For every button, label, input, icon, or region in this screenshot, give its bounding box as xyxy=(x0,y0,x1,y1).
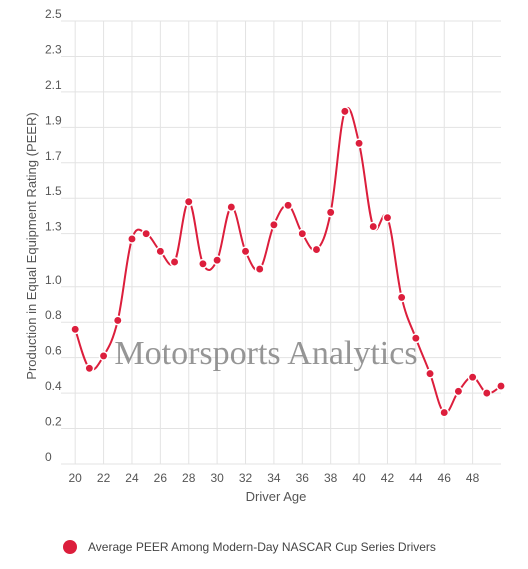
x-axis-label: Driver Age xyxy=(246,489,307,504)
data-point xyxy=(354,138,365,149)
x-tick-label: 28 xyxy=(182,471,196,485)
data-point xyxy=(481,388,492,399)
data-point xyxy=(84,363,95,374)
y-axis-label: Production in Equal Equipment Rating (PE… xyxy=(24,112,39,379)
x-tick-label: 24 xyxy=(125,471,139,485)
data-point xyxy=(311,244,322,255)
watermark: Motorsports Analytics xyxy=(114,335,417,372)
x-tick-label: 22 xyxy=(97,471,111,485)
y-tick-label: 0.4 xyxy=(45,379,62,393)
data-point xyxy=(396,292,407,303)
data-point xyxy=(240,246,251,257)
x-tick-label: 36 xyxy=(296,471,310,485)
x-tick-label: 26 xyxy=(154,471,168,485)
y-tick-label: 0 xyxy=(45,450,52,464)
data-point xyxy=(467,372,478,383)
grid-lines xyxy=(61,20,501,465)
x-tick-label: 42 xyxy=(381,471,395,485)
y-tick-label: 1.7 xyxy=(45,149,62,163)
x-tick-label: 30 xyxy=(210,471,224,485)
y-tick-label: 1.5 xyxy=(45,184,62,198)
y-tick-label: 0.6 xyxy=(45,344,62,358)
data-point xyxy=(453,386,464,397)
data-point xyxy=(339,106,350,117)
data-point xyxy=(297,228,308,239)
data-point xyxy=(212,255,223,266)
data-point xyxy=(226,202,237,213)
y-tick-label: 2.5 xyxy=(45,7,62,21)
data-point xyxy=(268,219,279,230)
x-tick-label: 20 xyxy=(69,471,83,485)
data-point xyxy=(325,207,336,218)
y-tick-label: 0.8 xyxy=(45,308,62,322)
data-point xyxy=(183,196,194,207)
legend: Average PEER Among Modern-Day NASCAR Cup… xyxy=(63,540,436,554)
data-point xyxy=(197,258,208,269)
x-tick-label: 34 xyxy=(267,471,281,485)
data-point xyxy=(382,212,393,223)
y-tick-label: 1.0 xyxy=(45,273,62,287)
data-point xyxy=(496,381,506,391)
data-point xyxy=(169,257,180,267)
series-average-peer xyxy=(70,106,506,418)
x-tick-label: 48 xyxy=(466,471,480,485)
data-point xyxy=(141,228,152,239)
x-tick-label: 32 xyxy=(239,471,253,485)
data-point xyxy=(127,234,137,244)
data-point xyxy=(112,315,123,326)
x-tick-label: 40 xyxy=(352,471,366,485)
data-point xyxy=(439,407,450,418)
x-tick-label: 44 xyxy=(409,471,423,485)
legend-marker xyxy=(63,540,77,554)
y-tick-label: 2.3 xyxy=(45,42,62,56)
data-point xyxy=(98,350,109,361)
x-tick-label: 38 xyxy=(324,471,338,485)
y-tick-label: 1.9 xyxy=(45,113,62,127)
x-tick-label: 46 xyxy=(438,471,452,485)
data-point xyxy=(410,333,421,344)
data-point xyxy=(368,221,379,232)
data-point xyxy=(70,324,81,335)
x-axis-ticks: 20 22 24 26 28 30 32 34 36 38 40 42 44 46 48 xyxy=(69,471,480,485)
data-point xyxy=(283,200,294,211)
y-tick-label: 2.1 xyxy=(45,78,62,92)
data-point xyxy=(254,264,265,275)
y-tick-label: 1.3 xyxy=(45,220,62,234)
data-point xyxy=(425,368,435,379)
legend-label: Average PEER Among Modern-Day NASCAR Cup… xyxy=(88,540,436,554)
y-tick-label: 0.2 xyxy=(45,415,62,429)
data-point xyxy=(155,246,166,257)
y-axis-ticks: 0 0.2 0.4 0.6 0.8 1.0 1.3 1.5 1.7 1.9 2.1 2.3 2.5 xyxy=(45,7,62,464)
